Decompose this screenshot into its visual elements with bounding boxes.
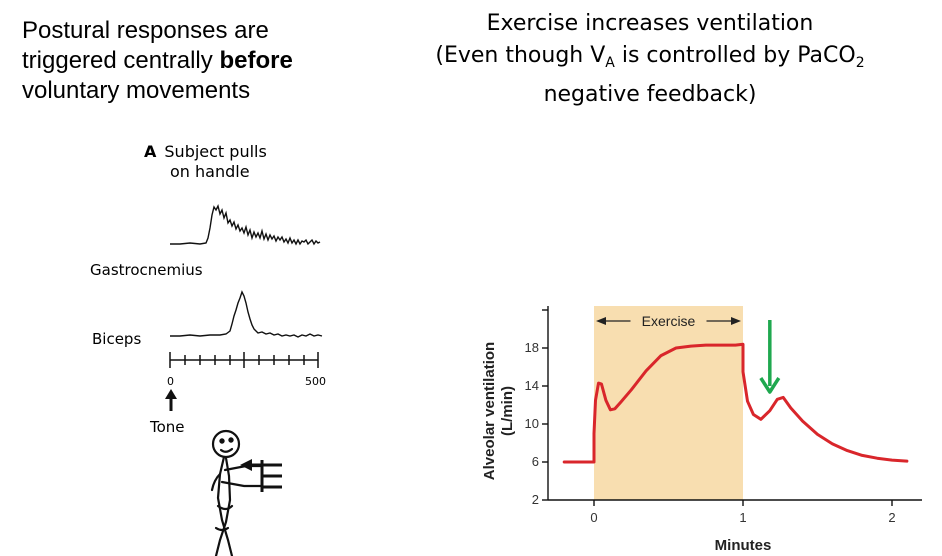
y-tick-label: 6 — [532, 454, 539, 469]
y-tick-label: 2 — [532, 492, 539, 507]
left-heading: Postural responses are triggered central… — [22, 16, 382, 106]
right-heading: Exercise increases ventilation (Even tho… — [400, 8, 900, 111]
right-heading-sub-a: A — [605, 55, 615, 71]
right-heading-line2-mid: is controlled by PaCO — [614, 43, 856, 68]
tone-label: Tone — [150, 418, 185, 436]
left-heading-line1: Postural responses are — [22, 17, 269, 44]
left-heading-line2-text: triggered centrally — [22, 47, 220, 74]
y-axis-title-line1: Alveolar ventilation — [481, 342, 498, 480]
ventilation-series-line — [562, 342, 909, 464]
left-heading-line3: voluntary movements — [22, 77, 251, 104]
time-scale-ticks — [169, 352, 319, 368]
biceps-label: Biceps — [92, 330, 142, 348]
y-tick-label: 18 — [525, 340, 539, 355]
y-tick-label: 14 — [525, 378, 539, 393]
scale-end-label: 500 — [305, 375, 326, 388]
annotation-arrow-icon — [759, 377, 781, 394]
exercise-arrow-right-icon — [731, 317, 741, 325]
x-tick-label: 0 — [590, 510, 597, 525]
biceps-emg-line — [170, 290, 323, 338]
y-axis-title-line2: (L/min) — [499, 386, 516, 436]
right-heading-line3: negative feedback) — [543, 82, 757, 107]
x-tick-label: 2 — [888, 510, 895, 525]
panel-title-line1: Subject pulls — [164, 142, 267, 161]
left-heading-line2: triggered centrally before — [22, 46, 382, 76]
panel-letter: A — [144, 142, 157, 161]
x-tick-label: 1 — [739, 510, 746, 525]
tone-arrow-icon — [165, 389, 177, 411]
right-heading-line2-pre: (Even though V — [435, 43, 606, 68]
left-heading-bold-word: before — [219, 47, 293, 74]
exercise-band — [594, 306, 743, 500]
gastrocnemius-label: Gastrocnemius — [90, 261, 203, 279]
pull-arrow-icon — [240, 459, 282, 471]
exercise-label-bg — [630, 312, 707, 330]
gastrocnemius-emg-line — [170, 203, 321, 246]
y-tick-label: 10 — [525, 416, 539, 431]
scale-start-label: 0 — [167, 375, 174, 388]
panel-a-title: A Subject pulls on handle — [144, 142, 267, 182]
panel-title-line2: on handle — [170, 162, 250, 181]
right-heading-line1: Exercise increases ventilation — [486, 11, 814, 36]
right-heading-sub-2: 2 — [855, 55, 865, 71]
right-heading-line2: (Even though VA is controlled by PaCO2 — [400, 40, 900, 79]
exercise-label: Exercise — [642, 313, 696, 329]
exercise-arrow-left-icon — [596, 317, 606, 325]
x-axis-title: Minutes — [715, 537, 772, 554]
